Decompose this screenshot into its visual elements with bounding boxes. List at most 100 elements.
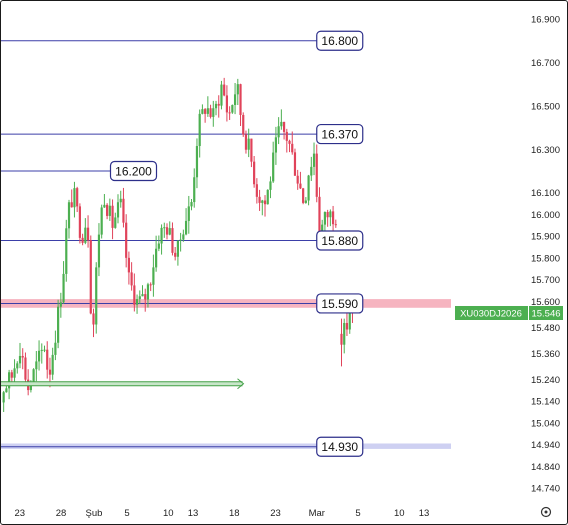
candle bbox=[43, 345, 46, 353]
candle bbox=[54, 330, 57, 361]
candle bbox=[18, 342, 22, 369]
level-label-15.590[interactable]: 15.590 bbox=[316, 293, 364, 314]
levels-layer bbox=[1, 40, 317, 448]
candle bbox=[348, 309, 351, 334]
zones-layer bbox=[1, 299, 451, 449]
candle bbox=[212, 100, 215, 127]
candle bbox=[65, 219, 68, 282]
candle bbox=[155, 235, 158, 272]
candle bbox=[296, 169, 299, 190]
candle bbox=[307, 174, 310, 206]
candle bbox=[73, 181, 76, 218]
settings-icon[interactable] bbox=[540, 506, 552, 518]
candle bbox=[2, 390, 5, 413]
level-label-text: 16.200 bbox=[115, 164, 152, 178]
candle bbox=[165, 223, 169, 240]
candle bbox=[84, 218, 87, 245]
candle bbox=[239, 83, 242, 127]
candle bbox=[146, 282, 150, 308]
level-label-text: 14.930 bbox=[321, 440, 358, 454]
candle bbox=[111, 199, 114, 240]
candle bbox=[176, 240, 180, 266]
candle bbox=[253, 156, 256, 188]
candle bbox=[261, 199, 264, 216]
candle bbox=[76, 186, 79, 213]
level-label-text: 16.800 bbox=[321, 34, 358, 48]
symbol-tag-text: XU030DJ2026 bbox=[460, 308, 522, 319]
candle bbox=[206, 96, 209, 117]
candle bbox=[323, 211, 327, 231]
projection-arrow[interactable] bbox=[1, 378, 245, 390]
y-tick-label: 15.360 bbox=[531, 349, 560, 360]
candle bbox=[228, 106, 231, 120]
candle bbox=[152, 254, 155, 297]
y-tick-label: 15.600 bbox=[531, 297, 560, 308]
candle bbox=[119, 190, 122, 208]
candle bbox=[141, 285, 144, 297]
candle bbox=[106, 203, 109, 220]
candle bbox=[231, 104, 234, 114]
candle bbox=[78, 203, 81, 244]
x-tick-label: 23 bbox=[270, 508, 281, 519]
candle bbox=[57, 299, 60, 349]
candle bbox=[291, 131, 294, 155]
x-tick-label: 5 bbox=[124, 508, 129, 519]
candle bbox=[13, 359, 16, 386]
x-axis: 23 28 Şub 5 10 13 18 23 Mar 5 10 13 bbox=[14, 508, 429, 519]
y-tick-label: 15.700 bbox=[531, 275, 560, 286]
candle bbox=[198, 109, 201, 158]
y-tick-label: 16.500 bbox=[531, 101, 560, 112]
candle bbox=[16, 361, 19, 374]
level-label-16.370[interactable]: 16.370 bbox=[316, 123, 364, 145]
candle bbox=[138, 290, 141, 305]
candle bbox=[233, 83, 237, 115]
candle bbox=[190, 199, 193, 211]
candle bbox=[304, 197, 307, 204]
candle bbox=[97, 223, 101, 277]
candle bbox=[310, 156, 313, 181]
candle bbox=[171, 222, 174, 256]
level-label-16.800[interactable]: 16.800 bbox=[316, 30, 364, 51]
x-tick-label: 23 bbox=[14, 508, 25, 519]
x-tick-label: 5 bbox=[355, 508, 360, 519]
candle bbox=[100, 204, 103, 239]
candle bbox=[163, 222, 166, 238]
candle bbox=[149, 282, 152, 292]
candle bbox=[334, 219, 337, 228]
x-tick-label: 13 bbox=[419, 508, 430, 519]
y-tick-label: 14.940 bbox=[531, 440, 560, 451]
candle bbox=[312, 142, 316, 176]
candle bbox=[46, 341, 49, 379]
candle bbox=[345, 312, 349, 337]
candle bbox=[35, 350, 38, 382]
candle bbox=[89, 235, 92, 315]
x-tick-label: 13 bbox=[188, 508, 199, 519]
x-tick-label: Şub bbox=[86, 508, 103, 519]
candle bbox=[37, 340, 41, 371]
level-label-14.930[interactable]: 14.930 bbox=[316, 436, 364, 457]
y-tick-label: 14.840 bbox=[531, 462, 560, 473]
candle bbox=[269, 176, 272, 199]
candle bbox=[179, 232, 182, 252]
candle bbox=[242, 112, 245, 137]
candle bbox=[293, 148, 297, 176]
y-tick-label: 15.800 bbox=[531, 253, 560, 264]
y-tick-label: 15.140 bbox=[531, 397, 560, 408]
candle bbox=[274, 126, 278, 165]
candle bbox=[214, 100, 218, 116]
candle bbox=[21, 348, 24, 370]
arrow-layer bbox=[1, 378, 245, 390]
candle bbox=[329, 209, 332, 227]
candle bbox=[193, 168, 196, 208]
y-axis: 16.900 16.700 16.500 16.300 16.100 16.000 15.9… bbox=[531, 15, 560, 495]
x-tick-label: 10 bbox=[163, 508, 174, 519]
candle bbox=[116, 194, 120, 224]
candle bbox=[209, 104, 212, 119]
last-price-text: 15.546 bbox=[531, 308, 560, 319]
candle bbox=[225, 85, 229, 122]
y-tick-label: 15.480 bbox=[531, 323, 560, 334]
candle bbox=[24, 352, 27, 386]
level-label-15.880[interactable]: 15.880 bbox=[316, 230, 364, 251]
level-label-16.200[interactable]: 16.200 bbox=[109, 160, 158, 182]
